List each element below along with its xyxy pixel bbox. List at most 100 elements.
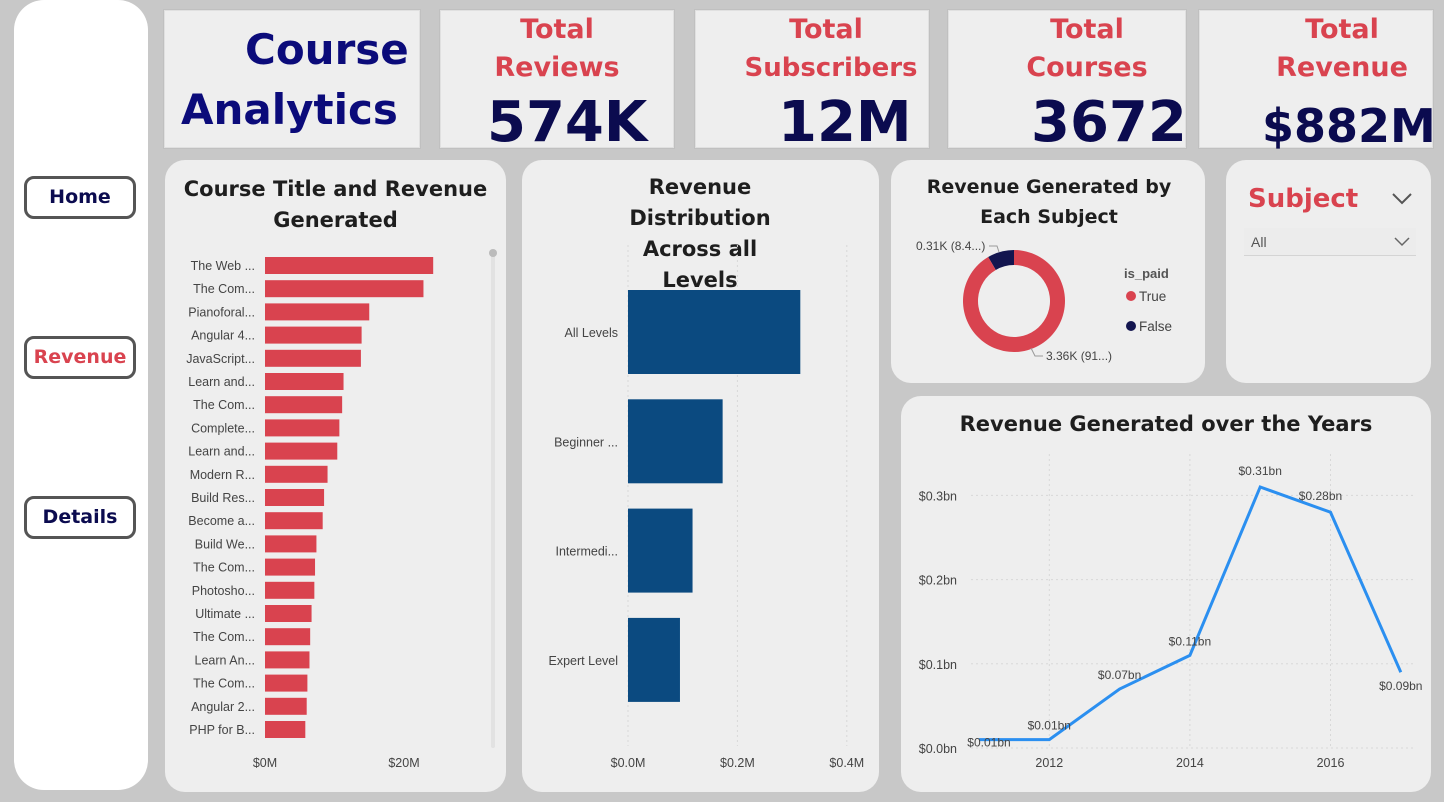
leader-line <box>989 245 1000 253</box>
x-tick-label: $0.0M <box>611 756 646 770</box>
category-label: Become a... <box>188 514 255 528</box>
category-label: Photosho... <box>192 584 255 598</box>
yearly-revenue-card: Revenue Generated over the Years $0.0bn $… <box>901 396 1431 792</box>
category-label: Pianoforal... <box>188 305 255 319</box>
category-label: Complete... <box>191 421 255 435</box>
bar <box>265 721 306 738</box>
data-label: $0.01bn <box>1028 719 1071 733</box>
subject-slicer-card: Subject All <box>1226 160 1431 383</box>
details-button[interactable]: Details <box>24 496 136 539</box>
category-label: Intermedi... <box>555 545 618 559</box>
bar <box>265 697 307 715</box>
level-distribution-chart: $0.0M $0.2M $0.4M All Levels Beginner ... Int… <box>549 245 864 770</box>
bar <box>265 349 361 367</box>
bar <box>628 290 801 374</box>
bar <box>265 303 370 321</box>
category-label: The Com... <box>193 630 255 644</box>
kpi-total-revenue: Total Revenue $882M <box>1199 10 1436 153</box>
kpi-label: Total <box>1305 14 1379 45</box>
leader-line <box>1030 347 1043 357</box>
bar <box>265 419 340 437</box>
legend-title: is_paid <box>1124 266 1169 281</box>
category-label: PHP for B... <box>189 723 255 737</box>
legend-label: True <box>1139 289 1166 304</box>
category-label: Learn and... <box>188 445 255 459</box>
x-tick-label: $0.4M <box>829 756 864 770</box>
subject-dropdown[interactable]: All <box>1244 228 1416 256</box>
legend-marker <box>1126 321 1136 331</box>
home-button[interactable]: Home <box>24 176 136 219</box>
kpi-value: 3672 <box>1031 90 1187 155</box>
bar <box>265 558 316 576</box>
bar <box>265 512 323 530</box>
category-label: Learn An... <box>195 653 255 667</box>
category-label: The Com... <box>193 677 255 691</box>
x-tick-label: 2014 <box>1176 756 1204 770</box>
dropdown-value: All <box>1251 234 1267 250</box>
kpi-label: Subscribers <box>744 53 918 83</box>
category-label: Angular 2... <box>191 700 255 714</box>
bar <box>265 628 311 646</box>
subject-revenue-card: Revenue Generated by Each Subject 0.31K … <box>891 160 1205 383</box>
bar <box>265 442 338 460</box>
bar <box>628 617 680 702</box>
kpi-value: $882M <box>1262 99 1436 153</box>
category-label: The Web ... <box>191 259 255 273</box>
bar <box>628 399 723 484</box>
sidebar: Home Revenue Details <box>14 0 148 790</box>
chevron-down-icon <box>1394 237 1410 247</box>
bar <box>265 651 310 669</box>
revenue-button[interactable]: Revenue <box>24 336 136 379</box>
bar <box>265 396 343 414</box>
yearly-revenue-chart: $0.0bn $0.1bn $0.2bn $0.3bn 2012 2014 2016 $0.0… <box>919 454 1422 770</box>
title-panel: Course Analytics <box>164 10 420 148</box>
y-tick-label: $0.1bn <box>919 658 957 672</box>
y-tick-label: $0.0bn <box>919 742 957 756</box>
donut-slice <box>988 250 1014 270</box>
bar <box>265 674 308 692</box>
chart-title: Revenue Distribution Across all Levels <box>629 175 771 292</box>
category-label: Beginner ... <box>554 435 618 449</box>
legend-marker <box>1126 291 1136 301</box>
chevron-down-icon[interactable] <box>1391 192 1413 206</box>
kpi-label: Courses <box>1026 52 1148 83</box>
page-title-line2: Analytics <box>181 85 398 134</box>
x-tick-label: $0M <box>253 756 277 770</box>
category-label: The Com... <box>193 561 255 575</box>
page-title-line1: Course <box>245 25 409 74</box>
slice-label: 3.36K (91...) <box>1046 349 1112 363</box>
data-label: $0.07bn <box>1098 668 1141 682</box>
data-label: $0.11bn <box>1169 634 1212 648</box>
data-label: $0.01bn <box>967 736 1010 750</box>
chart-title: Course Title and Revenue Generated <box>183 177 488 232</box>
category-label: Expert Level <box>549 654 618 668</box>
bar <box>265 280 424 298</box>
bar <box>265 581 315 599</box>
bar <box>265 489 325 506</box>
category-label: Build We... <box>195 537 255 551</box>
chart-title: Revenue Generated over the Years <box>959 412 1373 436</box>
kpi-total-courses: Total Courses 3672 <box>948 10 1187 155</box>
bar <box>265 373 344 390</box>
x-tick-label: 2016 <box>1317 756 1345 770</box>
kpi-value: 574K <box>487 90 648 155</box>
x-tick-label: 2012 <box>1035 756 1063 770</box>
donut-slice <box>963 250 1065 352</box>
x-tick-label: $20M <box>388 756 419 770</box>
category-label: Modern R... <box>190 468 255 482</box>
slicer-title: Subject <box>1248 184 1359 214</box>
data-label: $0.28bn <box>1299 489 1342 503</box>
kpi-label: Total <box>520 14 594 45</box>
category-label: All Levels <box>565 326 619 340</box>
category-label: Ultimate ... <box>195 607 255 621</box>
bar <box>265 465 328 483</box>
kpi-label: Total <box>789 14 863 45</box>
legend-label: False <box>1139 319 1172 334</box>
kpi-total-subscribers: Total Subscribers 12M <box>695 10 929 151</box>
category-label: Build Res... <box>191 491 255 505</box>
level-distribution-card: Revenue Distribution Across all Levels $… <box>522 160 879 792</box>
category-label: JavaScript... <box>186 352 255 366</box>
data-label: $0.31bn <box>1239 464 1282 478</box>
y-tick-label: $0.2bn <box>919 574 957 588</box>
series-line <box>979 485 1403 742</box>
